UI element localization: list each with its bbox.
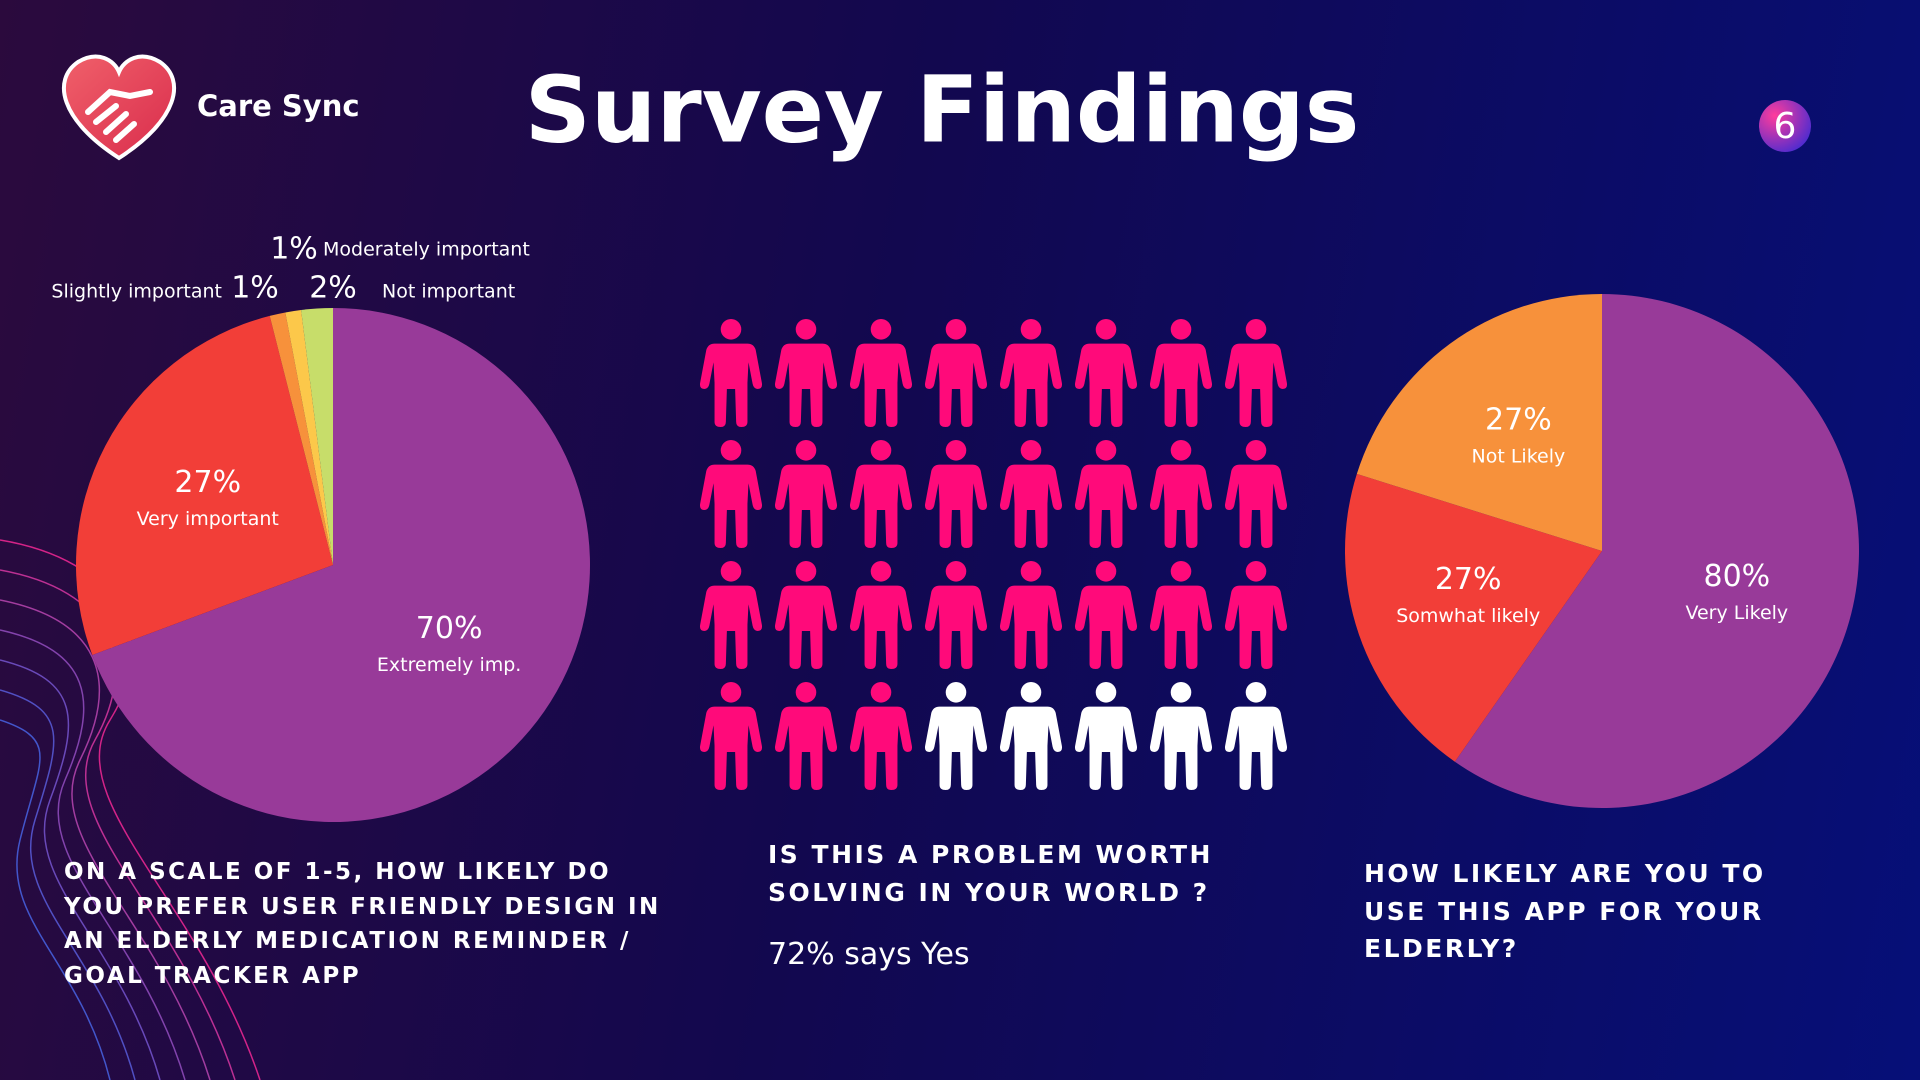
person-icon — [999, 319, 1063, 427]
page-badge — [1759, 100, 1811, 152]
person-icon — [1074, 561, 1138, 669]
person-icon — [999, 440, 1063, 548]
value-label: 27% — [174, 465, 241, 500]
person-icon — [849, 682, 913, 790]
person-icon — [924, 561, 988, 669]
page-number: 6 — [1774, 106, 1797, 147]
value-label: 70% — [416, 611, 483, 646]
logo-name: Care Sync — [197, 89, 360, 123]
person-icon — [774, 561, 838, 669]
pie-slice — [92, 308, 591, 823]
logo — [61, 54, 177, 161]
person-icon — [1074, 440, 1138, 548]
person-icon — [774, 319, 838, 427]
pie-slice — [269, 312, 333, 565]
person-icon — [1224, 440, 1288, 548]
question: HOW LIKELY ARE YOU TO USE THIS APP FOR Y… — [1364, 859, 1766, 963]
person-icon — [924, 440, 988, 548]
person-icon — [1149, 561, 1213, 669]
category-label: Not Likely — [1472, 446, 1566, 468]
person-icon — [1149, 440, 1213, 548]
annotation: 72% says Yes — [768, 937, 970, 972]
value-label: 80% — [1703, 559, 1770, 594]
person-icon — [699, 440, 763, 548]
value-label: 27% — [1435, 562, 1502, 597]
person-icon — [1224, 682, 1288, 790]
category-label: Extremely imp. — [377, 654, 521, 676]
person-icon — [1224, 561, 1288, 669]
person-icon — [699, 319, 763, 427]
person-icon — [1074, 682, 1138, 790]
pie-slice — [1345, 473, 1602, 762]
person-icon — [1074, 319, 1138, 427]
person-icon — [699, 561, 763, 669]
slide-title: Survey Findings — [525, 56, 1360, 163]
category-label: Not important — [382, 281, 515, 303]
category-label: Very Likely — [1685, 602, 1788, 624]
pie-slice — [1356, 294, 1602, 551]
value-label: 1% — [231, 271, 279, 306]
person-icon — [774, 440, 838, 548]
pie-slice — [301, 308, 333, 565]
person-icon — [1224, 319, 1288, 427]
pie-slice — [75, 315, 333, 655]
question: ON A SCALE OF 1-5, HOW LIKELY DO YOU PRE… — [64, 859, 661, 989]
category-label: Moderately important — [323, 239, 530, 261]
person-icon — [999, 561, 1063, 669]
pie-slice — [1454, 293, 1859, 808]
value-label: 2% — [309, 271, 357, 306]
person-icon — [849, 319, 913, 427]
question: IS THIS A PROBLEM WORTH SOLVING IN YOUR … — [768, 840, 1213, 907]
person-icon — [1149, 682, 1213, 790]
value-label: 1% — [270, 232, 318, 267]
person-icon — [924, 319, 988, 427]
person-icon — [699, 682, 763, 790]
pie-slice — [285, 309, 333, 565]
person-icon — [1149, 319, 1213, 427]
person-icon — [774, 682, 838, 790]
value-label: 27% — [1485, 403, 1552, 438]
category-label: Slightly important — [51, 281, 222, 303]
category-label: Very important — [137, 508, 279, 530]
person-icon — [849, 561, 913, 669]
person-icon — [924, 682, 988, 790]
person-icon — [849, 440, 913, 548]
category-label: Somwhat likely — [1396, 605, 1540, 627]
person-icon — [999, 682, 1063, 790]
